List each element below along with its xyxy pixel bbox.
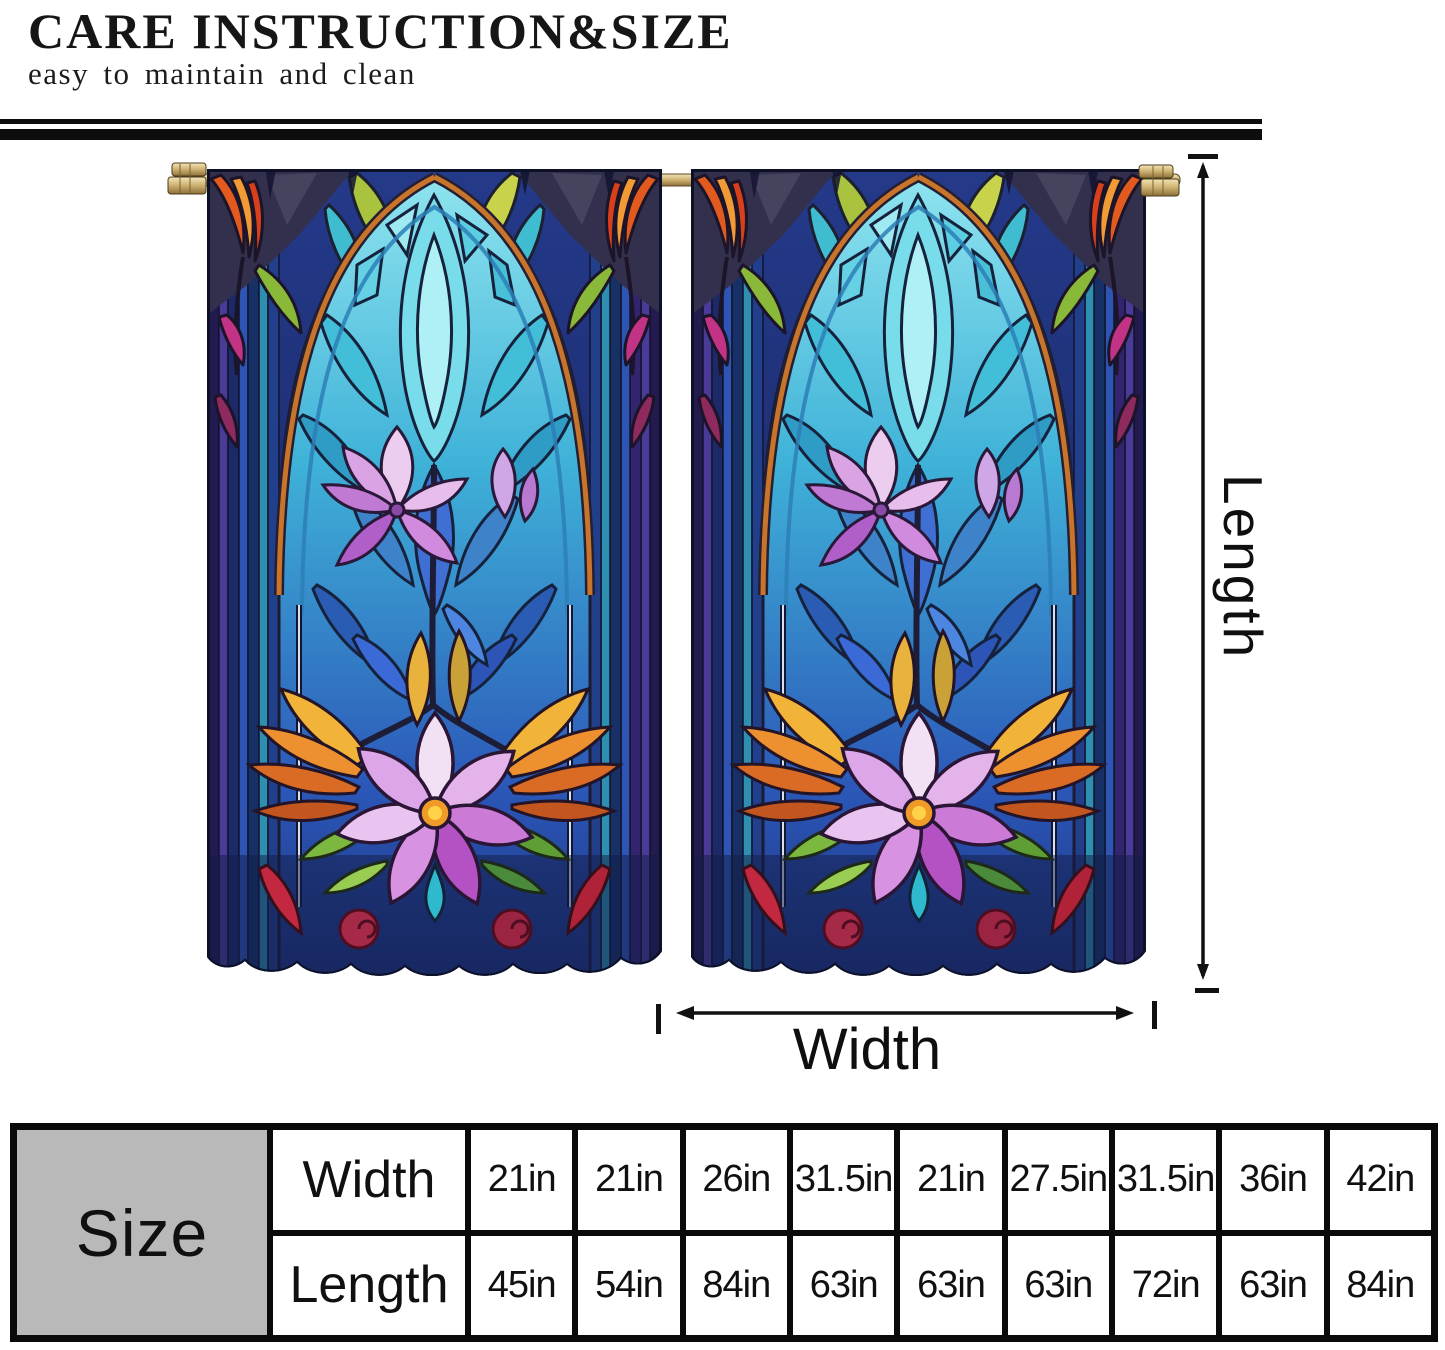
length-value: 84in [1329, 1235, 1431, 1335]
row-header-width: Width [273, 1130, 465, 1230]
width-value: 42in [1329, 1130, 1431, 1230]
width-value: 31.5in [793, 1130, 895, 1230]
length-value: 72in [1115, 1235, 1217, 1335]
length-arrow-down [1197, 964, 1209, 980]
length-value: 45in [471, 1235, 573, 1335]
length-dimension-line [1188, 154, 1219, 993]
curtain-panel-right [691, 165, 1146, 995]
divider-thick-line [0, 129, 1262, 140]
width-value: 31.5in [1115, 1130, 1217, 1230]
row-header-length: Length [273, 1235, 465, 1335]
width-arrow-right [1116, 1006, 1134, 1020]
page-subtitle: easy to maintain and clean [28, 56, 416, 91]
width-value: 26in [685, 1130, 787, 1230]
curtain-panel-left [207, 165, 662, 995]
length-value: 63in [1222, 1235, 1324, 1335]
size-table-corner-label: Size [17, 1130, 267, 1335]
length-label: Length [1212, 474, 1274, 661]
width-arrow-left [676, 1006, 694, 1020]
length-value: 84in [685, 1235, 787, 1335]
length-value: 63in [793, 1235, 895, 1335]
width-right-tick [1152, 1001, 1157, 1029]
width-value: 36in [1222, 1130, 1324, 1230]
rod-finial-right [1138, 164, 1180, 197]
size-table: Size Width 21in 21in 26in 31.5in 21in 27… [10, 1123, 1438, 1342]
divider-thin-line [0, 119, 1262, 124]
curtain-product-image [167, 162, 1181, 1018]
rod-finial-left [167, 162, 207, 195]
width-value: 21in [900, 1130, 1002, 1230]
length-arrow-up [1197, 162, 1209, 178]
width-left-tick [656, 1004, 661, 1034]
page-title: CARE INSTRUCTION&SIZE [28, 3, 733, 59]
length-value: 63in [900, 1235, 1002, 1335]
width-value: 21in [471, 1130, 573, 1230]
length-value: 63in [1007, 1235, 1109, 1335]
length-value: 54in [578, 1235, 680, 1335]
width-dimension-line [656, 1001, 1157, 1034]
width-value: 21in [578, 1130, 680, 1230]
width-label: Width [792, 1017, 942, 1082]
width-value: 27.5in [1007, 1130, 1109, 1230]
length-bottom-tick [1195, 988, 1219, 993]
length-top-tick [1188, 154, 1218, 159]
